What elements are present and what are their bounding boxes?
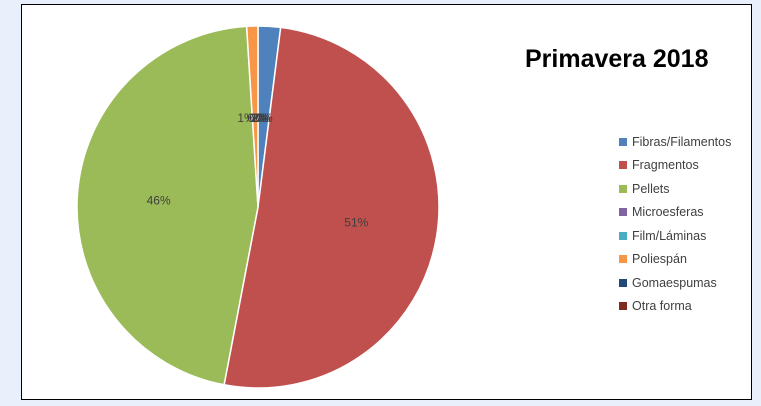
data-label-poliespan: 1%: [237, 111, 255, 125]
legend-swatch: [619, 278, 627, 287]
legend-label: Fibras/Filamentos: [632, 134, 732, 149]
data-label-fibras-filamentos: 2%: [251, 111, 269, 125]
pie-chart: 2%51%46%0%0%1% 0%0%: [76, 25, 440, 389]
chart-area: 2% 51% 46% 0% 0% 1% 0% 0% Primavera 2018 Fibras…: [21, 4, 752, 400]
data-label-otra-forma: 0%: [253, 111, 271, 125]
legend-swatch: [619, 255, 627, 264]
legend-item-poliespan: Poliespán: [619, 248, 731, 272]
legend-label: Fragmentos: [632, 158, 699, 173]
pie-slice-fragmentos: [223, 26, 440, 389]
legend-item-fibras-filamentos: Fibras/Filamentos: [619, 130, 731, 154]
data-label-pellets: 46%: [147, 194, 171, 208]
legend-label: Gomaespumas: [632, 275, 717, 290]
legend-swatch: [619, 184, 627, 193]
legend-item-film-laminas: Film/Láminas: [619, 224, 731, 248]
legend-item-microesferas: Microesferas: [619, 201, 731, 225]
data-label-fragmentos: 51%: [344, 216, 368, 230]
legend-item-pellets: Pellets: [619, 177, 731, 201]
legend-swatch: [619, 231, 627, 240]
data-label-gomaespumas: 0%: [255, 111, 273, 125]
legend-label: Poliespán: [632, 252, 687, 267]
legend-label: Microesferas: [632, 205, 704, 220]
pie-slice-pellets: [76, 25, 259, 386]
legend: Fibras/Filamentos Fragmentos Pellets Microe…: [619, 130, 731, 318]
pie-slice-poliespan: [245, 25, 259, 208]
data-label-film-laminas: 0%: [249, 111, 267, 125]
chart-title: Primavera 2018: [525, 45, 709, 73]
legend-label: Otra forma: [632, 299, 692, 314]
legend-label: Film/Láminas: [632, 228, 707, 243]
legend-swatch: [619, 302, 627, 311]
legend-item-gomaespumas: Gomaespumas: [619, 271, 731, 295]
data-label-microesferas: 0%: [247, 111, 265, 125]
legend-item-fragmentos: Fragmentos: [619, 154, 731, 178]
legend-swatch: [619, 208, 627, 217]
legend-item-otra-forma: Otra forma: [619, 295, 731, 319]
legend-swatch: [619, 161, 627, 170]
legend-swatch: [619, 137, 627, 146]
legend-label: Pellets: [632, 181, 670, 196]
